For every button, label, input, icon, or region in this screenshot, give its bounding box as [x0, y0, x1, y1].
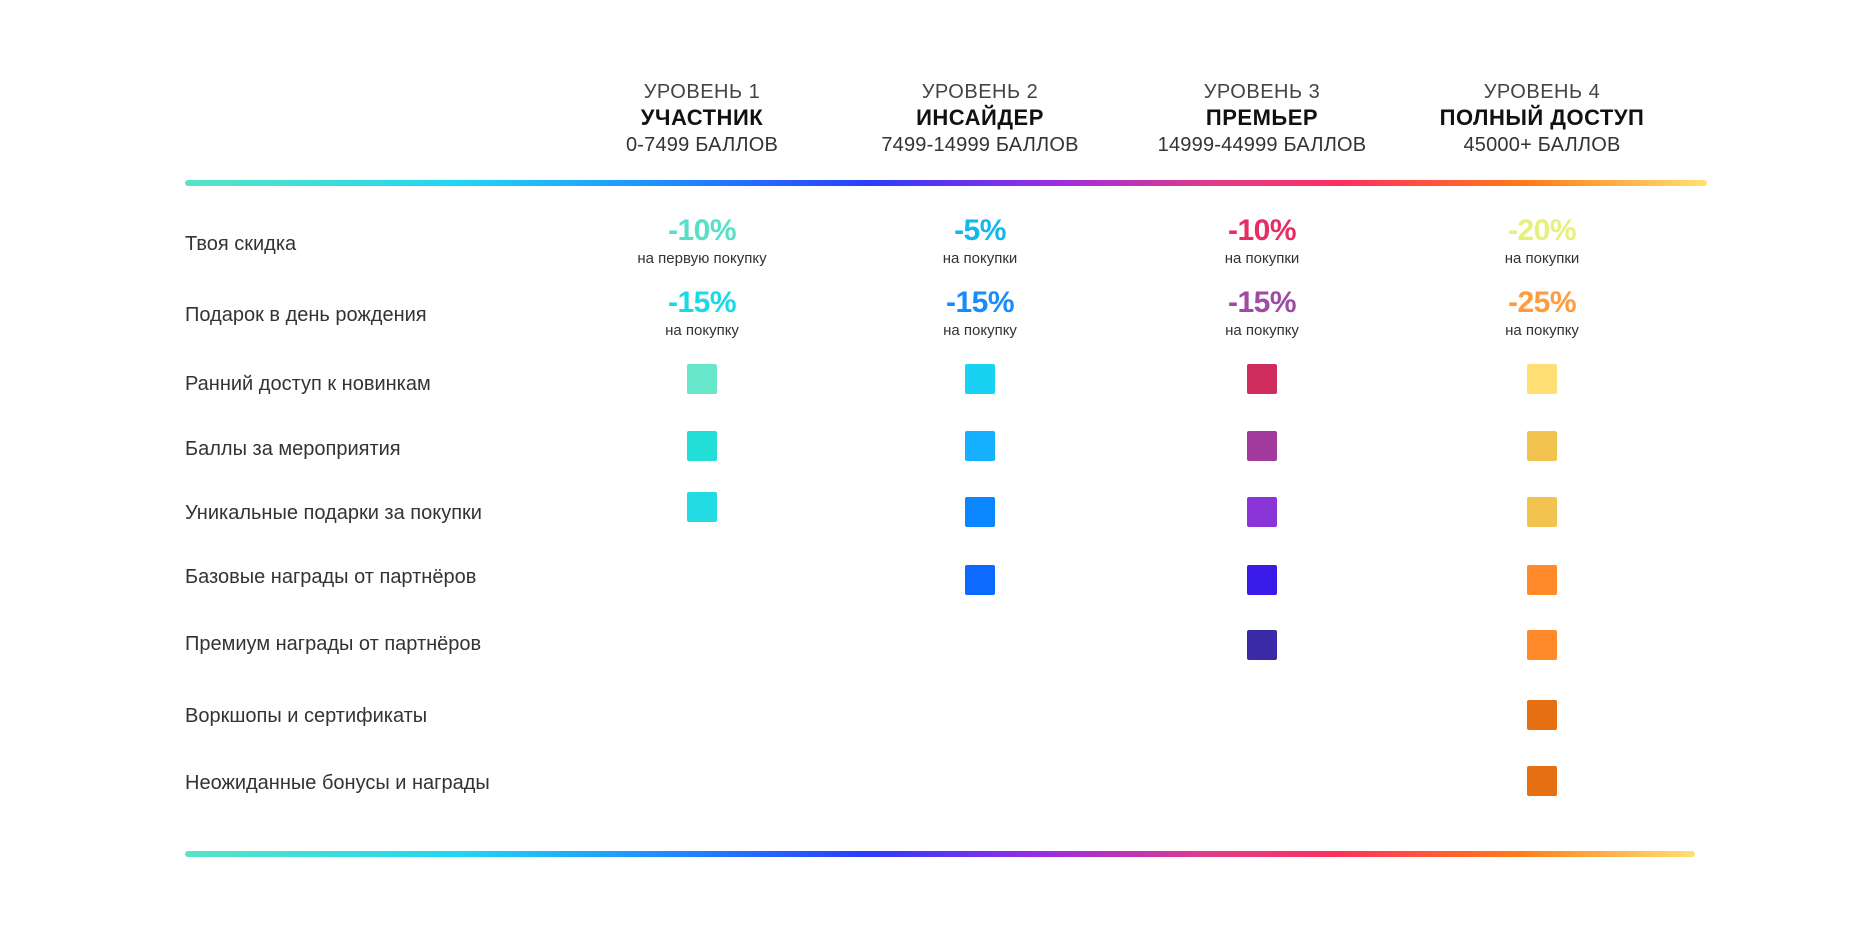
discount-tier-1: -10% на первую покупку: [542, 214, 862, 268]
discount-tier-2-note: на покупки: [942, 250, 1018, 267]
partner-basic-tier-2-check: [965, 565, 995, 595]
tier-3-level: УРОВЕНЬ 3: [1203, 81, 1321, 103]
birthday-tier-4: -25% на покупку: [1382, 286, 1702, 340]
tier-3-points: 14999-44999 БАЛЛОВ: [1157, 134, 1367, 156]
birthday-tier-2-note: на покупку: [943, 322, 1017, 339]
header-gradient-line: [185, 180, 1707, 186]
discount-tier-3-value: -10%: [1227, 214, 1297, 247]
discount-tier-4-note: на покупки: [1504, 250, 1580, 267]
unique-gifts-tier-3-check: [1247, 497, 1277, 527]
tier-1-points: 0-7499 БАЛЛОВ: [625, 134, 779, 156]
partner-premium-tier-4-check: [1527, 630, 1557, 660]
discount-tier-1-value: -10%: [667, 214, 737, 247]
early-access-tier-1-check: [687, 364, 717, 394]
row-label-discount: Твоя скидка: [185, 233, 297, 255]
tier-2-level: УРОВЕНЬ 2: [921, 81, 1039, 103]
tier-3-name: ПРЕМЬЕР: [1205, 105, 1319, 130]
workshops-tier-4-check: [1527, 700, 1557, 730]
row-label-early-access: Ранний доступ к новинкам: [185, 373, 431, 395]
footer-gradient-line: [185, 851, 1695, 857]
partner-premium-tier-3-check: [1247, 630, 1277, 660]
unique-gifts-tier-1-check: [687, 492, 717, 522]
discount-tier-1-note: на первую покупку: [637, 250, 767, 267]
birthday-tier-4-note: на покупку: [1505, 322, 1579, 339]
event-points-tier-1-check: [687, 431, 717, 461]
tier-2-name: ИНСАЙДЕР: [916, 105, 1044, 130]
birthday-tier-3-note: на покупку: [1225, 322, 1299, 339]
tier-3-header: УРОВЕНЬ 3 ПРЕМЬЕР 14999-44999 БАЛЛОВ: [1102, 80, 1422, 158]
tier-2-header: УРОВЕНЬ 2 ИНСАЙДЕР 7499-14999 БАЛЛОВ: [820, 80, 1140, 158]
birthday-tier-1-value: -15%: [667, 286, 737, 319]
tier-2-points: 7499-14999 БАЛЛОВ: [881, 134, 1079, 156]
tier-1-level: УРОВЕНЬ 1: [643, 81, 761, 103]
birthday-tier-2-value: -15%: [945, 286, 1015, 319]
discount-tier-4-value: -20%: [1507, 214, 1577, 247]
row-label-partner-basic: Базовые награды от партнёров: [185, 566, 477, 588]
row-label-unique-gifts: Уникальные подарки за покупки: [185, 502, 482, 524]
early-access-tier-3-check: [1247, 364, 1277, 394]
tier-4-name: ПОЛНЫЙ ДОСТУП: [1439, 105, 1645, 130]
event-points-tier-4-check: [1527, 431, 1557, 461]
discount-tier-2: -5% на покупки: [820, 214, 1140, 268]
tier-1-header: УРОВЕНЬ 1 УЧАСТНИК 0-7499 БАЛЛОВ: [542, 80, 862, 158]
tier-1-name: УЧАСТНИК: [640, 105, 764, 130]
birthday-tier-3-value: -15%: [1227, 286, 1297, 319]
discount-tier-3: -10% на покупки: [1102, 214, 1422, 268]
unique-gifts-tier-2-check: [965, 497, 995, 527]
tier-4-header: УРОВЕНЬ 4 ПОЛНЫЙ ДОСТУП 45000+ БАЛЛОВ: [1382, 80, 1702, 158]
event-points-tier-3-check: [1247, 431, 1277, 461]
row-label-partner-premium: Премиум награды от партнёров: [185, 633, 482, 655]
partner-basic-tier-4-check: [1527, 565, 1557, 595]
discount-tier-4: -20% на покупки: [1382, 214, 1702, 268]
unique-gifts-tier-4-check: [1527, 497, 1557, 527]
partner-basic-tier-3-check: [1247, 565, 1277, 595]
birthday-tier-1-note: на покупку: [665, 322, 739, 339]
early-access-tier-4-check: [1527, 364, 1557, 394]
event-points-tier-2-check: [965, 431, 995, 461]
birthday-tier-2: -15% на покупку: [820, 286, 1140, 340]
row-label-birthday: Подарок в день рождения: [185, 304, 427, 326]
early-access-tier-2-check: [965, 364, 995, 394]
tier-4-level: УРОВЕНЬ 4: [1483, 81, 1601, 103]
birthday-tier-4-value: -25%: [1507, 286, 1577, 319]
discount-tier-3-note: на покупки: [1224, 250, 1300, 267]
discount-tier-2-value: -5%: [954, 214, 1006, 247]
birthday-tier-3: -15% на покупку: [1102, 286, 1422, 340]
tier-4-points: 45000+ БАЛЛОВ: [1463, 134, 1621, 156]
row-label-event-points: Баллы за мероприятия: [185, 438, 401, 460]
row-label-unexpected: Неожиданные бонусы и награды: [185, 772, 490, 794]
birthday-tier-1: -15% на покупку: [542, 286, 862, 340]
unexpected-tier-4-check: [1527, 766, 1557, 796]
row-label-workshops: Воркшопы и сертификаты: [185, 705, 428, 727]
